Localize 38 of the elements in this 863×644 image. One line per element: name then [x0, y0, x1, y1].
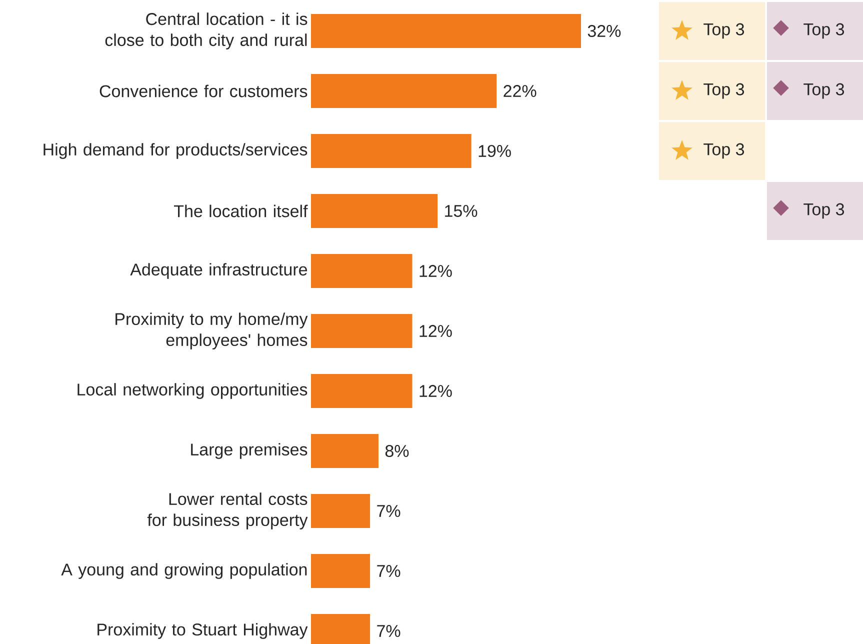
data-label: 7% [377, 505, 400, 517]
bar [311, 434, 378, 468]
bar [311, 254, 412, 288]
text: Top 3 [704, 23, 744, 39]
data-label: 7% [377, 625, 400, 637]
text: Top 3 [704, 83, 744, 99]
y-tick-label: The location itself [174, 204, 308, 218]
bar [311, 14, 581, 48]
y-tick-label: Lower rental costs for business property [147, 492, 308, 530]
bar [311, 134, 472, 168]
bar [311, 554, 370, 588]
bar [311, 314, 412, 348]
text: Top 3 [704, 143, 744, 159]
text: Top 3 [804, 23, 844, 39]
y-tick-label: Large premises [191, 443, 308, 459]
bar [311, 74, 497, 108]
bar [311, 194, 438, 228]
y-tick-label: Adequate infrastructure [130, 263, 308, 279]
y-tick-label: Proximity to Stuart Highway [98, 623, 308, 639]
data-label: 8% [385, 444, 409, 458]
data-label: 32% [588, 24, 621, 38]
y-tick-label: A young and growing population [61, 563, 307, 579]
data-label: 22% [504, 85, 536, 97]
data-label: 19% [478, 144, 511, 158]
text: Top 3 [804, 83, 844, 99]
y-tick-label: Convenience for customers [100, 84, 308, 98]
data-label: 12% [420, 385, 452, 397]
bar [311, 374, 412, 408]
data-label: 15% [445, 205, 478, 217]
y-tick-label: Proximity to my home/my employees' homes [116, 312, 308, 350]
text: Top 3 [804, 203, 844, 219]
y-tick-label: Central location - it is close to both city and rural [105, 12, 308, 50]
y-tick-label: Local networking opportunities [78, 383, 308, 399]
data-label: 12% [420, 325, 452, 337]
bar [311, 494, 370, 528]
data-label: 7% [377, 565, 400, 577]
y-tick-label: High demand for products/services [44, 143, 308, 159]
data-label: 12% [420, 265, 452, 277]
